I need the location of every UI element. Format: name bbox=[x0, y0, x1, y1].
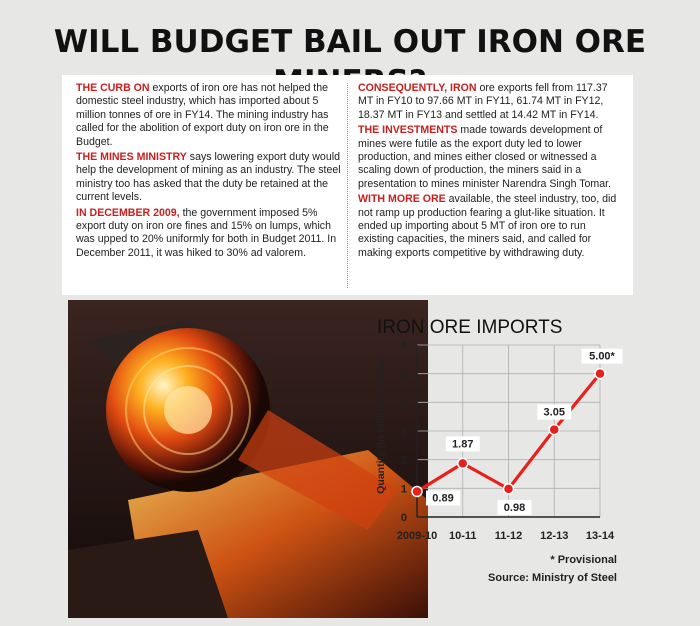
paragraph-body: made towards development of mines were f… bbox=[358, 124, 612, 190]
x-tick-label: 11-12 bbox=[495, 530, 523, 542]
paragraph-lead: IN DECEMBER 2009, bbox=[76, 206, 180, 219]
data-label: 3.05 bbox=[544, 407, 565, 419]
data-point bbox=[411, 485, 423, 498]
y-tick-label: 5 bbox=[401, 369, 407, 381]
y-tick-label: 6 bbox=[401, 340, 407, 352]
paragraph-lead: THE MINES MINISTRY bbox=[76, 151, 187, 164]
data-label: 1.87 bbox=[452, 438, 473, 450]
data-label-background bbox=[537, 404, 572, 420]
iron-ore-imports-chart: IRON ORE IMPORTS Quantity (In Million To… bbox=[360, 305, 660, 615]
data-point bbox=[594, 367, 606, 380]
x-tick-label: 13-14 bbox=[586, 530, 615, 542]
y-tick-label: 2 bbox=[401, 455, 407, 467]
y-axis-label: Quantity (In Million Tonnes) bbox=[375, 356, 387, 493]
source-note: Source: Ministry of Steel bbox=[488, 572, 617, 584]
data-point bbox=[502, 483, 515, 495]
paragraph-body: exports of iron ore has not helped the d… bbox=[76, 82, 329, 148]
paragraph: WITH MORE ORE available, the steel indus… bbox=[358, 193, 624, 260]
data-label: 0.98 bbox=[504, 502, 525, 514]
data-point bbox=[457, 457, 469, 470]
paragraph-body: ore exports fell from 117.37 MT in FY10 … bbox=[358, 82, 608, 121]
chart-svg: IRON ORE IMPORTS Quantity (In Million To… bbox=[375, 317, 623, 584]
chart-axes: 0 1 2 3 4 5 6 2009-10 10-11 11-12 12-13 13-14 bbox=[397, 340, 615, 542]
x-tick-label: 10-11 bbox=[449, 530, 477, 542]
chart-labels: 0.89 1.87 0.98 3.05 5.00* bbox=[426, 348, 623, 515]
paragraph: IN DECEMBER 2009, the government imposed… bbox=[76, 207, 344, 261]
data-label-background bbox=[497, 499, 532, 515]
steel-coil-image bbox=[68, 300, 428, 618]
y-tick-label: 4 bbox=[401, 397, 408, 409]
paragraph-lead: THE INVESTMENTS bbox=[358, 124, 458, 137]
y-tick-label: 1 bbox=[401, 483, 407, 495]
paragraph-body: available, the steel industry, too, did … bbox=[358, 193, 617, 259]
paragraph-lead: CONSEQUENTLY, IRON bbox=[358, 82, 477, 94]
data-label-background bbox=[581, 348, 623, 364]
y-tick-label: 3 bbox=[401, 426, 407, 438]
x-tick-label: 2009-10 bbox=[397, 530, 437, 542]
paragraph-body: the government imposed 5% export duty on… bbox=[76, 206, 337, 259]
paragraph: THE MINES MINISTRY says lowering export … bbox=[76, 151, 344, 205]
paragraph-lead: WITH MORE ORE bbox=[358, 193, 446, 206]
data-label-background bbox=[445, 436, 480, 452]
data-label: 5.00* bbox=[589, 351, 615, 363]
paragraph: THE INVESTMENTS made towards development… bbox=[358, 124, 624, 191]
paragraph-lead: THE CURB ON bbox=[76, 82, 150, 94]
left-column: THE CURB ON exports of iron ore has not … bbox=[76, 82, 344, 262]
y-tick-label: 0 bbox=[401, 512, 407, 524]
paragraph-body: says lowering export duty would help the… bbox=[76, 151, 341, 204]
data-point bbox=[548, 423, 560, 436]
footnote: * Provisional bbox=[550, 554, 617, 566]
steel-coil-photo bbox=[68, 300, 428, 618]
data-label-background bbox=[426, 490, 460, 506]
chart-title: IRON ORE IMPORTS bbox=[377, 317, 562, 338]
x-tick-label: 12-13 bbox=[540, 530, 568, 542]
right-column: CONSEQUENTLY, IRON ore exports fell from… bbox=[358, 82, 624, 262]
data-label: 0.89 bbox=[432, 492, 453, 504]
paragraph: THE CURB ON exports of iron ore has not … bbox=[76, 82, 344, 149]
paragraph: CONSEQUENTLY, IRON ore exports fell from… bbox=[358, 82, 624, 122]
column-divider bbox=[347, 83, 348, 288]
article-text-box: THE CURB ON exports of iron ore has not … bbox=[62, 75, 633, 295]
